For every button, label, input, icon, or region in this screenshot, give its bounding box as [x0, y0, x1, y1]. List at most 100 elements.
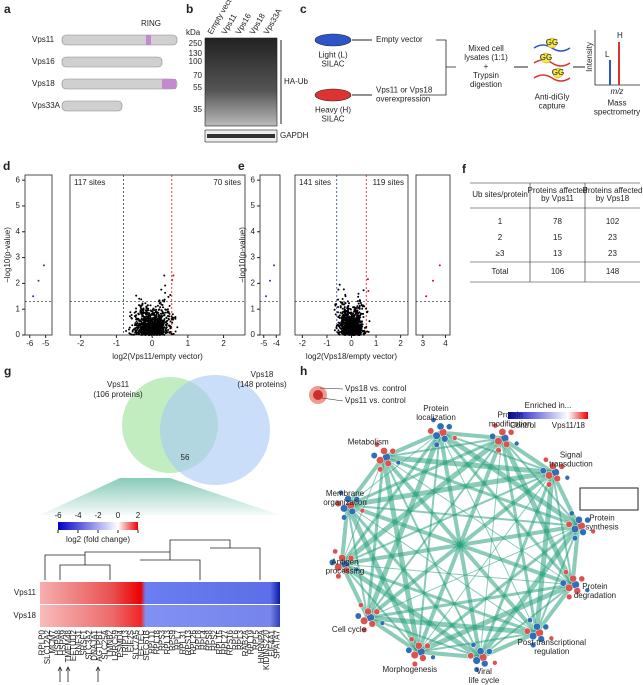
- gene-label: KIDINS220: [262, 629, 271, 670]
- point: [137, 313, 140, 316]
- table-cell: 13: [553, 249, 562, 258]
- point: [156, 331, 159, 334]
- plot-frame: [259, 174, 281, 336]
- point: [159, 312, 162, 315]
- point: [168, 304, 171, 307]
- point: [352, 329, 355, 332]
- x-tick-label: 3: [421, 339, 426, 348]
- point: [362, 316, 365, 319]
- gene-label: SLC12A2: [43, 629, 52, 664]
- point: [350, 331, 353, 334]
- point: [138, 304, 141, 307]
- node: [370, 452, 378, 459]
- node: [502, 440, 511, 448]
- point: [149, 317, 152, 320]
- node: [514, 440, 520, 447]
- node: [486, 648, 493, 655]
- edge: [345, 504, 421, 653]
- node: [430, 654, 436, 660]
- point: [151, 313, 154, 316]
- gene-label: RPS9: [168, 629, 177, 650]
- gene-label: RPL13: [163, 629, 172, 654]
- point: [162, 312, 165, 315]
- marker-label: 35: [193, 105, 202, 114]
- node: [559, 579, 567, 587]
- panel-label: h: [300, 364, 307, 378]
- point: [135, 314, 138, 317]
- point: [341, 312, 344, 315]
- point: [336, 331, 339, 334]
- gene-label: EIF2S: [126, 630, 135, 652]
- point: [337, 305, 340, 308]
- arrow-up: [65, 666, 71, 682]
- point: [146, 304, 149, 307]
- node-label: Protein degradation: [574, 582, 616, 600]
- x-axis-label: log2(Vps11/empty vector): [112, 352, 203, 361]
- cbar-tick-label: -2: [94, 511, 102, 520]
- edge: [347, 504, 537, 634]
- venn-a-label: Vps11 (106 proteins): [93, 380, 143, 399]
- point: [137, 332, 140, 335]
- arrow-up: [57, 666, 63, 682]
- point: [142, 323, 145, 326]
- point: [132, 328, 135, 331]
- point: [352, 312, 355, 315]
- point: [172, 318, 175, 321]
- point: [159, 318, 162, 321]
- point: [171, 279, 174, 282]
- point: [127, 328, 130, 331]
- point: [144, 328, 147, 331]
- y-axis-label: −log10(p-value): [238, 227, 247, 283]
- point: [141, 331, 144, 334]
- table-header: Proteins affected by Vps11: [528, 186, 588, 203]
- heatmap-row: [40, 582, 280, 604]
- cbar-tick-label: -4: [74, 511, 82, 520]
- point: [366, 278, 369, 281]
- point: [347, 316, 350, 319]
- point: [160, 315, 163, 318]
- node: [498, 428, 507, 436]
- point: [171, 313, 174, 316]
- left-sites: 117 sites: [74, 178, 105, 187]
- node: [565, 520, 573, 528]
- x-tick-label: -4: [273, 339, 281, 348]
- gene-label: SLC25A: [100, 629, 109, 659]
- point: [343, 306, 346, 309]
- gene-label: RPS16: [226, 629, 235, 655]
- point: [357, 306, 360, 309]
- right-sites: 70 sites: [213, 178, 241, 187]
- edge: [345, 455, 386, 507]
- dish-light: [314, 33, 352, 47]
- x-axis-label: log2(Vps18/empty vector): [306, 352, 397, 361]
- gene-label: RNF31: [74, 629, 83, 655]
- edge: [340, 563, 419, 653]
- node: [553, 474, 561, 483]
- point: [344, 310, 347, 313]
- point: [135, 324, 138, 327]
- node: [389, 448, 397, 455]
- node-label: Membrane organization: [323, 489, 367, 507]
- table-cell: 23: [608, 249, 617, 258]
- node: [446, 423, 453, 430]
- point: [353, 314, 356, 317]
- point: [359, 316, 362, 319]
- point: [141, 328, 144, 331]
- point: [356, 309, 359, 312]
- dendrogram: [44, 539, 261, 580]
- legend-inner: [313, 390, 323, 400]
- plot-frame: [415, 174, 451, 336]
- point: [144, 326, 147, 329]
- gene-label: SRSF1: [79, 629, 88, 655]
- node: [432, 431, 441, 440]
- point: [363, 305, 366, 308]
- point: [352, 333, 355, 336]
- point: [125, 330, 128, 333]
- point: [360, 324, 363, 327]
- gene-label: RPL8: [194, 629, 203, 650]
- point: [155, 308, 158, 311]
- table-cell: ≥3: [496, 249, 505, 258]
- node: [411, 660, 418, 668]
- gene-label: SLC3A2: [85, 629, 94, 659]
- node: [414, 641, 423, 650]
- marker-label: 250: [189, 39, 203, 48]
